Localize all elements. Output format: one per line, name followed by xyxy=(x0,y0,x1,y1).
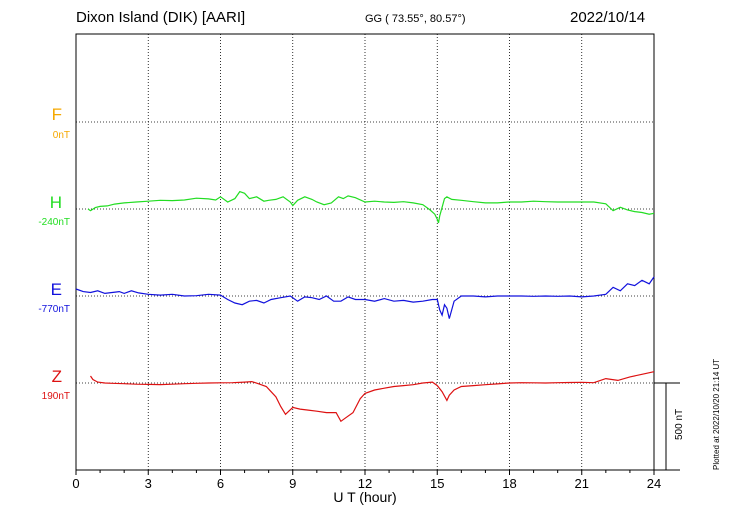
plotted-timestamp: Plotted at 2022/10/20 21:14 UT xyxy=(712,358,721,470)
x-tick-label: 21 xyxy=(575,476,589,491)
baseline-label-f: 0nT xyxy=(52,130,70,141)
x-axis-label: U T (hour) xyxy=(333,489,396,505)
baseline-label-h: -240nT xyxy=(38,217,70,228)
x-tick-label: 18 xyxy=(502,476,516,491)
x-tick-label: 9 xyxy=(289,476,296,491)
trace-z xyxy=(90,371,655,423)
scale-bar-label: 500 nT xyxy=(674,408,685,440)
x-tick-label: 0 xyxy=(72,476,79,491)
x-tick-label: 24 xyxy=(647,476,661,491)
trace-e xyxy=(75,276,655,319)
x-tick-label: 15 xyxy=(430,476,444,491)
plot-frame xyxy=(75,33,655,471)
baseline-label-e: -770nT xyxy=(38,304,70,315)
x-tick-label: 12 xyxy=(358,476,372,491)
station-title: Dixon Island (DIK) [AARI] xyxy=(76,9,246,26)
series-label-z: Z xyxy=(51,367,62,386)
baseline-label-z: 190nT xyxy=(41,391,70,402)
trace-h xyxy=(87,190,655,224)
series-label-h: H xyxy=(49,193,62,212)
geo-coords: GG ( 73.55°, 80.57°) xyxy=(365,13,466,25)
x-tick-label: 3 xyxy=(145,476,152,491)
x-tick-label: 6 xyxy=(217,476,224,491)
geo-coords-text: GG ( 73.55°, 80.57°) xyxy=(365,13,466,25)
plot-date: 2022/10/14 xyxy=(570,9,646,26)
series-label-f: F xyxy=(51,105,62,124)
series-label-e: E xyxy=(50,280,62,299)
